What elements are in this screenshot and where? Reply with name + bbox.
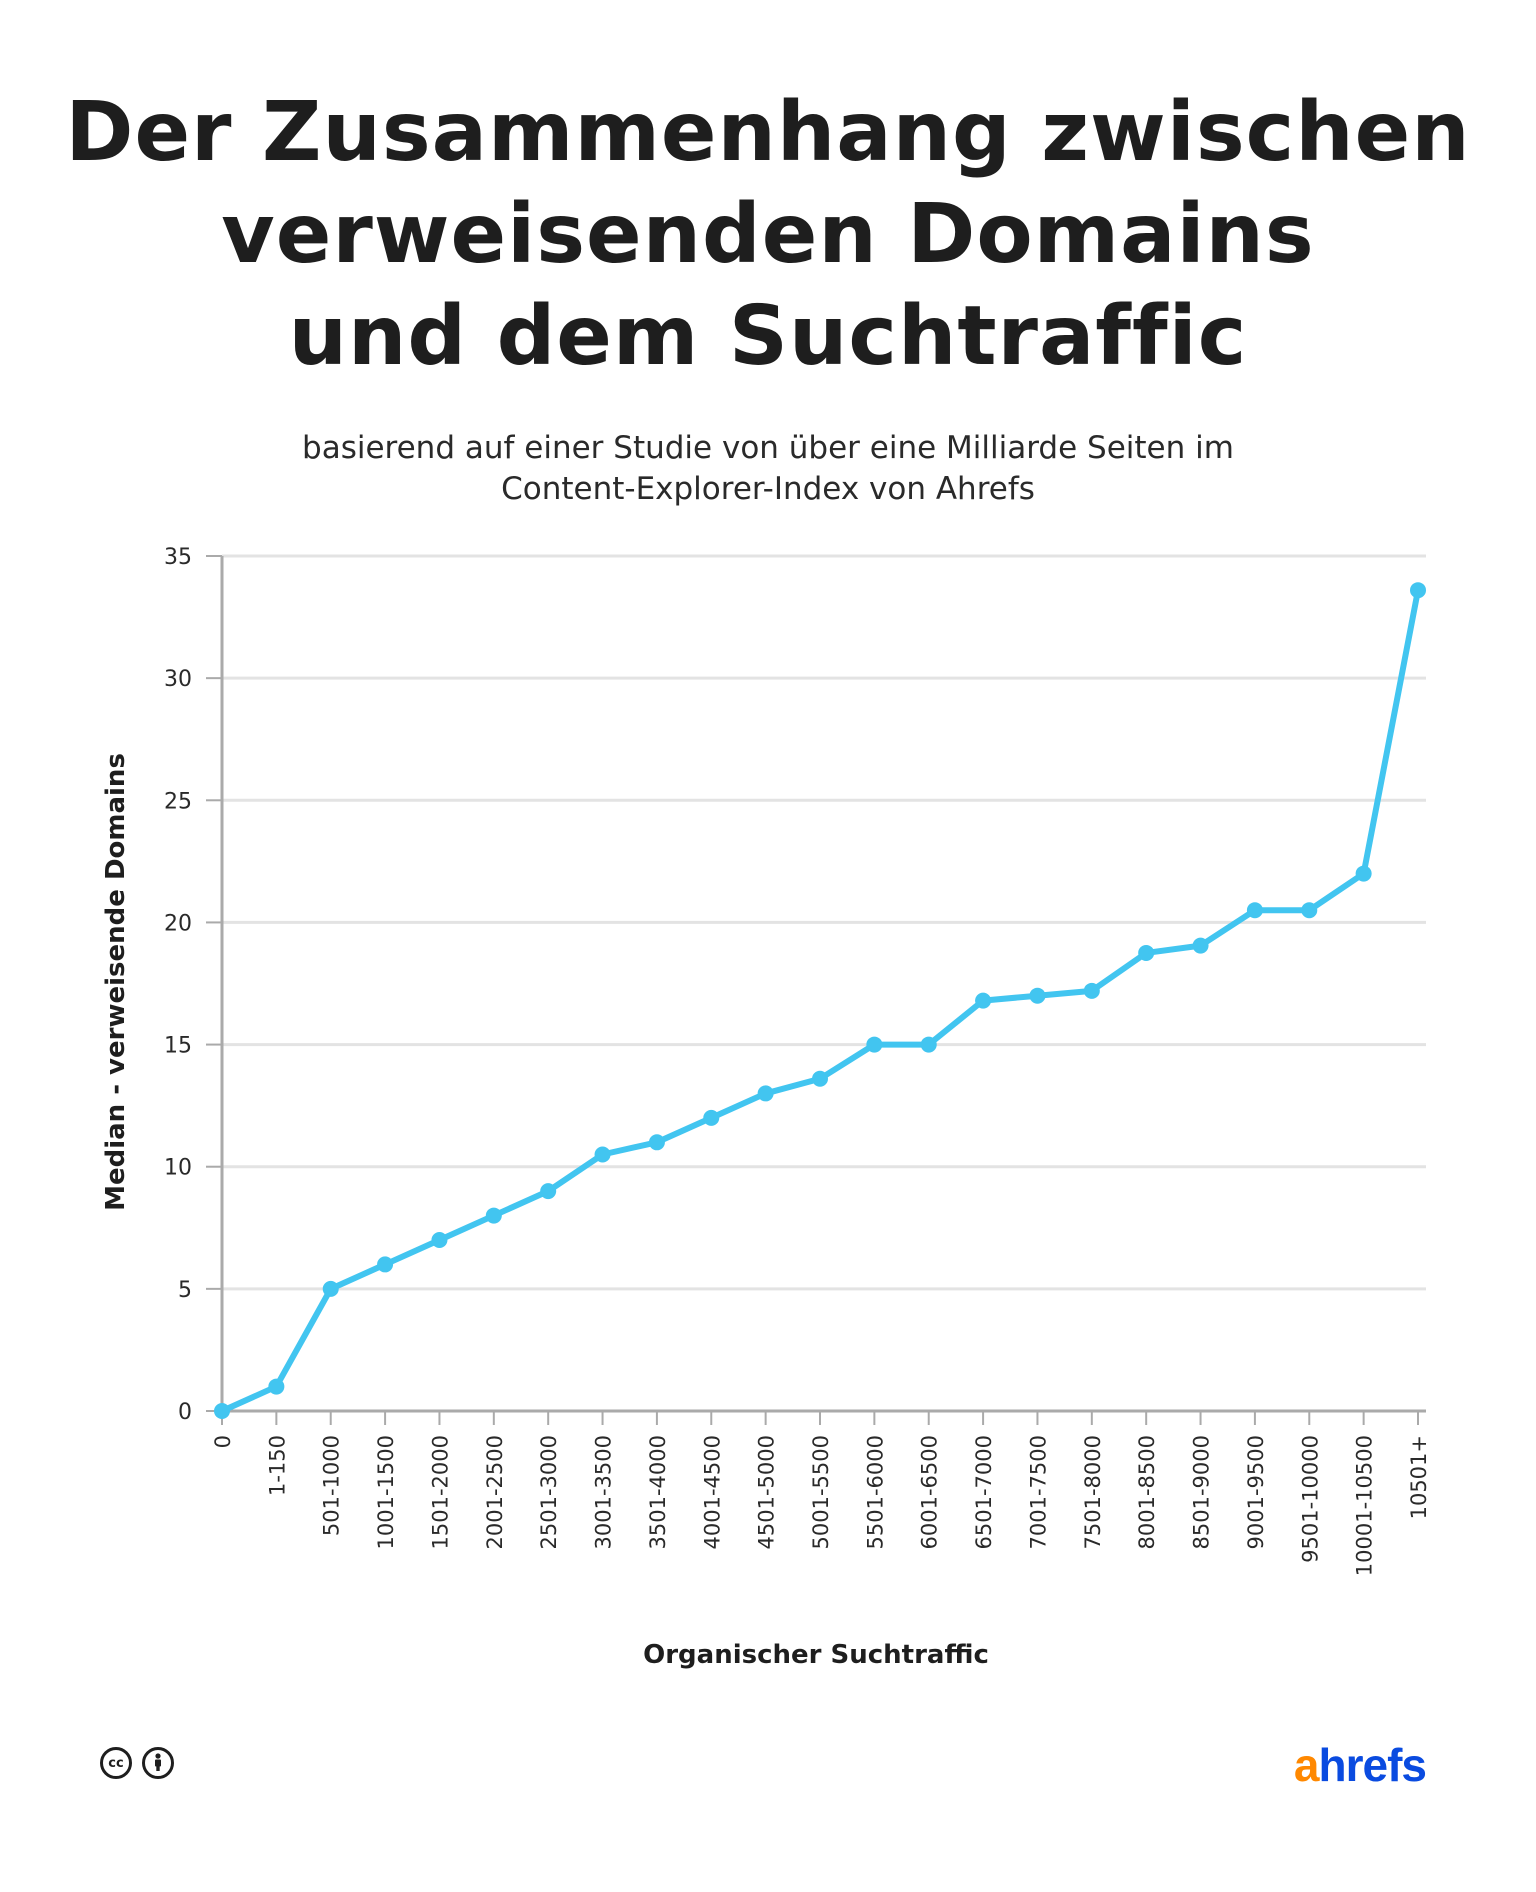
x-tick-label: 2001-2500 (483, 1435, 507, 1549)
title-line: Der Zusammenhang zwischen (65, 85, 1471, 180)
license-icons: cc (100, 1747, 174, 1779)
x-tick-label: 8501-9000 (1190, 1435, 1214, 1549)
x-tick-label: 4501-5000 (755, 1435, 779, 1549)
chart-subtitle: basierend auf einer Studie von über eine… (0, 428, 1536, 510)
ahrefs-logo: ahrefs (1293, 1738, 1427, 1792)
subtitle-line: Content-Explorer-Index von Ahrefs (501, 471, 1035, 507)
y-tick-label: 25 (164, 789, 192, 814)
x-tick-label: 4001-4500 (700, 1435, 724, 1549)
title-line: und dem Suchtraffic (288, 289, 1248, 384)
x-tick-label: 7501-8000 (1081, 1435, 1105, 1549)
data-point (268, 1378, 285, 1395)
data-point (1138, 944, 1155, 961)
x-axis-label: Organischer Suchtraffic (643, 1640, 989, 1670)
data-point (648, 1134, 665, 1151)
title-line: verweisenden Domains (221, 187, 1315, 282)
data-point (1083, 982, 1100, 999)
data-point (431, 1232, 448, 1248)
x-tick-label: 5001-5500 (809, 1435, 833, 1549)
data-point (1246, 902, 1263, 919)
data-point (757, 1085, 774, 1102)
x-tick-label: 501-1000 (320, 1435, 344, 1536)
data-point (1410, 582, 1426, 599)
data-point (322, 1280, 339, 1297)
data-point (1029, 987, 1046, 1004)
x-tick-label: 8001-8500 (1135, 1435, 1159, 1549)
data-point (594, 1146, 611, 1163)
x-tick-label: 3501-4000 (646, 1435, 670, 1549)
data-point (812, 1070, 828, 1087)
x-tick-label: 6501-7000 (972, 1435, 996, 1549)
data-point (703, 1109, 720, 1126)
x-tick-label: 2501-3000 (537, 1435, 561, 1549)
data-point (540, 1183, 557, 1200)
data-point (920, 1036, 937, 1053)
data-point (866, 1036, 883, 1053)
x-tick-label: 9501-10000 (1298, 1435, 1322, 1563)
y-tick-label: 0 (178, 1400, 192, 1425)
data-point (1301, 902, 1318, 919)
logo-rest: hrefs (1318, 1739, 1427, 1791)
x-tick-label: 10501+ (1407, 1435, 1431, 1519)
x-tick-label: 7001-7500 (1026, 1435, 1050, 1549)
y-tick-label: 15 (164, 1034, 192, 1059)
logo-a: a (1293, 1739, 1320, 1791)
y-tick-label: 5 (178, 1278, 192, 1303)
x-tick-label: 1501-2000 (428, 1435, 452, 1549)
y-axis-label: Median - verweisende Domains (101, 753, 131, 1211)
x-tick-label: 0 (211, 1435, 235, 1448)
subtitle-line: basierend auf einer Studie von über eine… (302, 430, 1234, 466)
y-tick-label: 10 (164, 1156, 192, 1181)
x-tick-label: 6001-6500 (918, 1435, 942, 1549)
data-point (1192, 937, 1209, 954)
data-point (214, 1403, 230, 1419)
data-point (377, 1256, 394, 1273)
data-point (1355, 865, 1372, 882)
x-tick-label: 1001-1500 (374, 1435, 398, 1549)
y-tick-label: 30 (164, 667, 192, 692)
x-tick-label: 9001-9500 (1244, 1435, 1268, 1549)
data-point (975, 992, 992, 1009)
y-tick-label: 35 (164, 545, 192, 570)
x-tick-label: 10001-10500 (1353, 1435, 1377, 1576)
creative-commons-icon: cc (100, 1747, 132, 1779)
attribution-icon (142, 1747, 174, 1779)
y-tick-label: 20 (164, 911, 192, 936)
data-point (485, 1207, 502, 1224)
x-tick-label: 3001-3500 (592, 1435, 616, 1549)
x-tick-label: 5501-6000 (863, 1435, 887, 1549)
chart-title: Der Zusammenhang zwischen verweisenden D… (0, 82, 1536, 388)
x-tick-label: 1-150 (265, 1435, 289, 1496)
